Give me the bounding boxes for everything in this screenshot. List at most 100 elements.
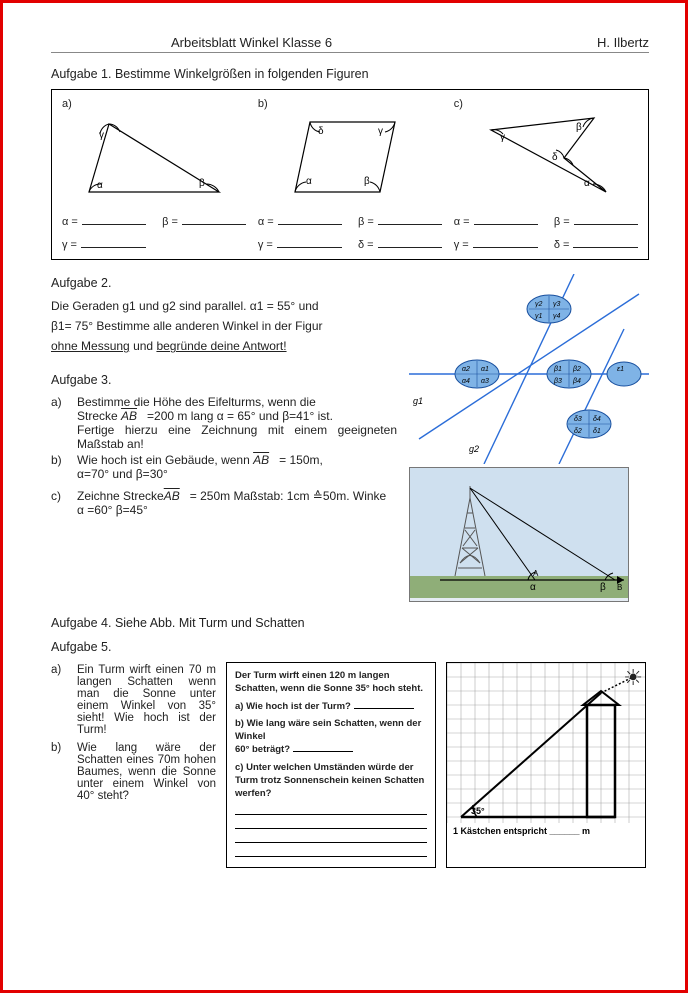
task3a-text: Bestimme die Höhe des Eifelturms, wenn d…: [77, 395, 397, 451]
b-beta: β =: [358, 216, 374, 228]
task3c-letter: c): [51, 489, 69, 517]
svg-text:ε1: ε1: [617, 366, 624, 373]
blank-line: [235, 819, 427, 829]
c-alpha: α =: [454, 216, 470, 228]
svg-text:β: β: [600, 582, 606, 593]
blank-line: [182, 215, 246, 225]
svg-text:1 Kästchen entspricht ______ m: 1 Kästchen entspricht ______ m: [453, 826, 590, 836]
blank-line: [378, 215, 442, 225]
task3b-letter: b): [51, 453, 69, 481]
task2-diagram: γ2 γ3 γ1 γ4 α2 α1 α4 α3 β1 β2 β3 β4 ε1: [409, 274, 649, 464]
svg-text:g2: g2: [469, 444, 479, 454]
eiffel-illustration: α A β B: [409, 467, 629, 602]
figure-a-triangle: α β γ: [79, 112, 229, 202]
svg-text:γ2: γ2: [535, 301, 543, 308]
svg-text:α1: α1: [481, 366, 489, 373]
svg-text:γ1: γ1: [535, 313, 543, 320]
header-title: Arbeitsblatt Winkel Klasse 6: [171, 35, 332, 50]
svg-text:δ3: δ3: [574, 416, 582, 423]
task3b-text: Wie hoch ist ein Gebäude, wenn AB = 150m…: [77, 453, 397, 481]
task2-title: Aufgabe 2.: [51, 276, 397, 290]
blank-line: [235, 805, 427, 815]
task5a-letter: a): [51, 664, 69, 736]
svg-text:γ: γ: [500, 132, 505, 143]
task5-inset-box: Der Turm wirft einen 120 m langen Schatt…: [226, 662, 436, 868]
a-alpha: α =: [62, 216, 78, 228]
c-gamma: γ =: [454, 239, 469, 251]
svg-text:B: B: [617, 583, 622, 592]
inset-head: Der Turm wirft einen 120 m langen Schatt…: [235, 669, 427, 696]
svg-text:δ2: δ2: [574, 428, 582, 435]
task3a-letter: a): [51, 395, 69, 451]
task5-grid-figure: 35° 1 Kästchen entspricht ______ m ☀: [446, 662, 646, 868]
blank-line: [474, 215, 538, 225]
b-gamma: γ =: [258, 239, 273, 251]
svg-text:α2: α2: [462, 366, 470, 373]
task2-line2: β1= 75° Bestimme alle anderen Winkel in …: [51, 318, 397, 334]
svg-text:δ1: δ1: [593, 428, 601, 435]
b-delta: δ =: [358, 239, 374, 251]
svg-text:β4: β4: [572, 378, 581, 385]
svg-text:α: α: [97, 180, 103, 191]
c-beta: β =: [554, 216, 570, 228]
blank-line: [82, 215, 146, 225]
fig-c-label: c): [454, 98, 638, 110]
svg-text:α: α: [530, 582, 536, 593]
svg-text:γ: γ: [99, 130, 104, 141]
c-delta: δ =: [554, 239, 570, 251]
svg-text:δ4: δ4: [593, 416, 601, 423]
blank-line: [235, 847, 427, 857]
task4-title: Aufgabe 4. Siehe Abb. Mit Turm und Schat…: [51, 616, 649, 630]
task2-line3: ohne Messung und begründe deine Antwort!: [51, 338, 397, 354]
blank-line: [354, 700, 414, 709]
svg-text:δ: δ: [318, 126, 324, 137]
task2-line1: Die Geraden g1 und g2 sind parallel. α1 …: [51, 298, 397, 314]
task3c-text: Zeichne StreckeAB = 250m Maßstab: 1cm ≙5…: [77, 489, 397, 517]
header-author: H. Ilbertz: [597, 35, 649, 50]
blank-line: [473, 238, 538, 248]
svg-text:δ: δ: [552, 152, 558, 163]
svg-text:g1: g1: [413, 396, 423, 406]
task1-title: Aufgabe 1. Bestimme Winkelgrößen in folg…: [51, 67, 649, 81]
task1-figure-box: a) α β γ α =: [51, 89, 649, 260]
svg-text:β: β: [199, 178, 205, 189]
blank-line: [573, 238, 638, 248]
blank-line: [277, 238, 342, 248]
b-alpha: α =: [258, 216, 274, 228]
blank-line: [293, 743, 353, 752]
svg-text:β: β: [576, 122, 582, 133]
svg-text:A: A: [533, 569, 539, 578]
svg-text:β2: β2: [572, 366, 581, 373]
figure-c-quad: γ β δ α: [466, 112, 626, 202]
svg-text:α4: α4: [462, 378, 470, 385]
task5b-letter: b): [51, 742, 69, 802]
blank-line: [378, 238, 443, 248]
task2-underline2: begründe deine Antwort!: [156, 339, 286, 353]
blank-line: [235, 833, 427, 843]
task5b-text: Wie lang wäre der Schatten eines 70m hoh…: [77, 742, 216, 802]
sun-icon: ☀: [623, 665, 643, 691]
blank-line: [81, 238, 146, 248]
svg-text:α: α: [306, 176, 312, 187]
blank-line: [574, 215, 638, 225]
svg-text:γ: γ: [378, 126, 383, 137]
svg-text:γ3: γ3: [553, 301, 561, 308]
fig-b-label: b): [258, 98, 442, 110]
task3-title: Aufgabe 3.: [51, 373, 397, 387]
svg-text:β: β: [364, 176, 370, 187]
a-beta: β =: [162, 216, 178, 228]
svg-text:α3: α3: [481, 378, 489, 385]
figure-b-quad: δ γ β α: [270, 112, 430, 202]
task2-underline1: ohne Messung: [51, 339, 130, 353]
svg-text:β1: β1: [553, 366, 562, 373]
svg-text:β3: β3: [553, 378, 562, 385]
svg-text:35°: 35°: [471, 806, 485, 816]
svg-text:γ4: γ4: [553, 313, 561, 320]
task5-title: Aufgabe 5.: [51, 640, 649, 654]
page-header: Arbeitsblatt Winkel Klasse 6 H. Ilbertz: [51, 35, 649, 53]
svg-text:α: α: [584, 178, 590, 189]
a-gamma: γ =: [62, 239, 77, 251]
fig-a-label: a): [62, 98, 246, 110]
task5a-text: Ein Turm wirft einen 70 m langen Schatte…: [77, 664, 216, 736]
blank-line: [278, 215, 342, 225]
